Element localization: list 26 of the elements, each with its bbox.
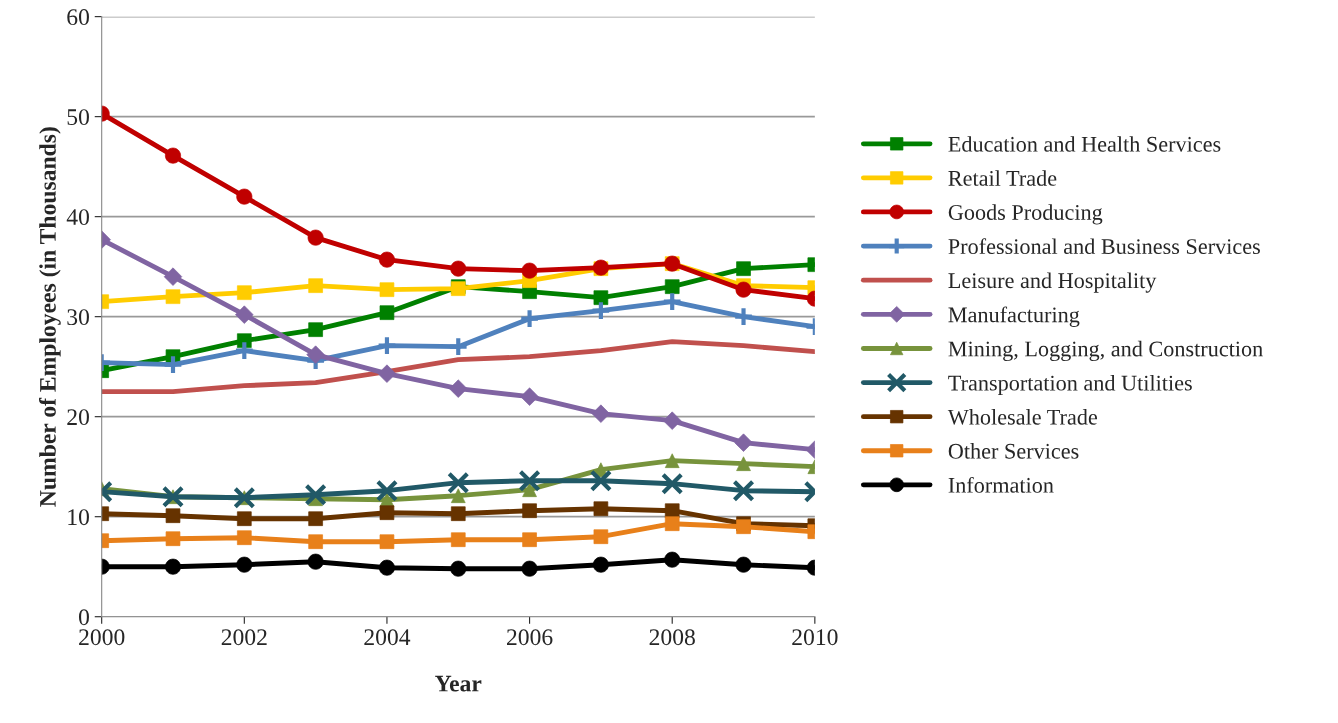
x-tick-label: 2000: [79, 629, 125, 646]
y-tick-label: 50: [67, 109, 89, 126]
y-tick-label: 40: [66, 209, 89, 226]
legend-label: Leisure and Hospitality: [948, 272, 1157, 293]
y-tick-label: 20: [67, 409, 89, 426]
x-tick-label: 2004: [364, 629, 411, 646]
y-tick-label: 30: [67, 309, 89, 326]
x-axis-title: Year: [435, 675, 482, 692]
legend-label: Manufacturing: [948, 306, 1080, 327]
legend-label: Goods Producing: [948, 204, 1103, 225]
x-tick-label: 2008: [649, 629, 695, 646]
legend-label: Mining, Logging, and Construction: [948, 340, 1263, 362]
y-tick-label: 0: [78, 609, 89, 626]
legend-label: Professional and Business Services: [948, 238, 1260, 255]
x-tick-label: 2002: [221, 629, 267, 646]
legend-label: Transportation and Utilities: [948, 374, 1192, 396]
legend-label: Retail Trade: [948, 170, 1057, 186]
x-tick-label: 2006: [507, 629, 553, 646]
legend-label: Information: [948, 476, 1054, 493]
legend-label: Wholesale Trade: [947, 409, 1098, 425]
y-tick-label: 60: [67, 9, 89, 26]
legend-label: Other Services: [948, 443, 1079, 459]
y-axis-title: Number of Employees (in Thousands): [39, 127, 61, 507]
legend-label: Education and Health Services: [948, 136, 1221, 152]
x-tick-label: 2010: [792, 629, 838, 646]
y-tick-label: 10: [68, 509, 89, 526]
